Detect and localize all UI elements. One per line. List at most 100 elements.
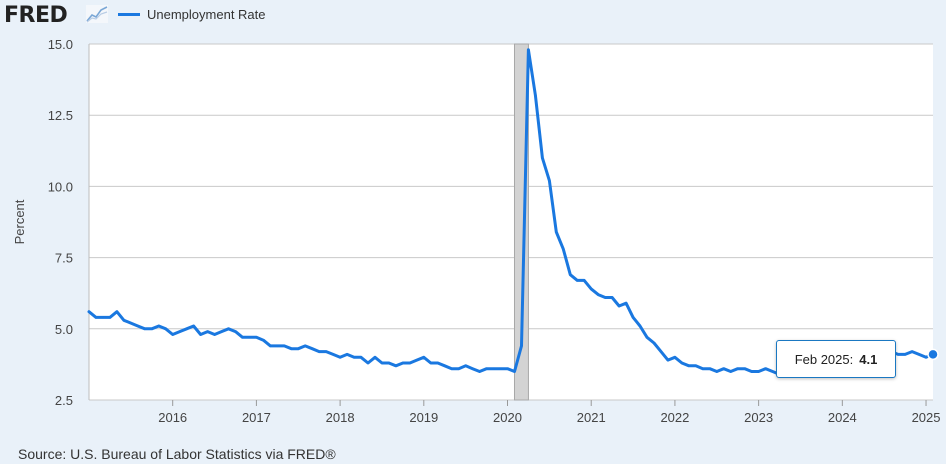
data-point: [241, 336, 244, 339]
data-point: [548, 179, 551, 182]
data-point: [659, 350, 663, 353]
data-point: [896, 353, 900, 356]
data-point: [394, 364, 398, 368]
data-point: [638, 324, 642, 328]
data-point: [666, 358, 670, 362]
data-point: [136, 324, 140, 328]
data-point: [220, 330, 223, 333]
data-point: [652, 341, 656, 345]
x-tick-label: 2022: [660, 410, 689, 425]
tooltip: Feb 2025: 4.1: [776, 340, 896, 378]
data-point: [715, 370, 718, 373]
data-point: [380, 361, 384, 365]
data-point: [722, 367, 725, 370]
data-point: [338, 356, 342, 359]
data-point: [471, 367, 474, 370]
data-point: [506, 367, 509, 370]
data-point: [415, 358, 419, 362]
data-point: [687, 364, 691, 368]
data-point: [436, 361, 439, 365]
data-point: [345, 353, 349, 356]
data-point: [701, 367, 705, 370]
data-point: [429, 361, 432, 365]
data-point: [234, 330, 237, 333]
y-axis: 2.5 5.0 7.5 10.0 12.5 15.0: [48, 37, 73, 408]
data-point: [213, 333, 216, 336]
tooltip-date: Feb 2025:: [794, 351, 854, 367]
data-point: [764, 367, 767, 370]
fred-logo[interactable]: FRED: [4, 3, 68, 28]
data-point: [422, 356, 426, 359]
data-point: [708, 367, 711, 370]
hover-marker[interactable]: [927, 348, 939, 361]
data-point: [555, 230, 558, 234]
data-point: [108, 316, 112, 319]
data-point: [464, 364, 467, 368]
data-point: [401, 361, 405, 365]
data-point: [562, 247, 565, 251]
data-point: [192, 324, 195, 328]
y-tick-label: 5.0: [55, 322, 73, 337]
data-point: [311, 347, 314, 350]
data-point: [457, 367, 460, 370]
data-point: [262, 338, 265, 342]
data-point: [366, 361, 370, 365]
data-point: [729, 370, 732, 373]
data-point: [122, 319, 126, 322]
data-point: [101, 316, 105, 319]
data-point: [143, 327, 147, 330]
data-point: [631, 316, 635, 319]
data-point: [206, 330, 209, 333]
data-point: [269, 344, 272, 348]
data-point: [513, 370, 516, 373]
y-tick-label: 12.5: [48, 108, 73, 123]
data-point: [583, 279, 586, 282]
data-point: [736, 367, 739, 370]
data-point: [917, 353, 921, 356]
data-point: [450, 367, 453, 370]
data-point: [750, 370, 753, 373]
data-point: [610, 296, 614, 299]
data-point: [290, 347, 293, 350]
data-point: [248, 336, 251, 339]
y-tick-label: 15.0: [48, 37, 73, 52]
data-point: [492, 367, 495, 370]
data-point: [283, 344, 286, 348]
y-axis-label: Percent: [12, 199, 27, 244]
data-point: [624, 301, 628, 305]
data-point: [317, 350, 321, 353]
recession-shading: [513, 43, 529, 401]
data-point: [443, 364, 446, 368]
legend-swatch: [118, 13, 140, 16]
data-point: [157, 324, 160, 328]
x-tick-label: 2017: [242, 410, 271, 425]
data-point: [596, 293, 600, 296]
x-tick-label: 2018: [326, 410, 355, 425]
x-tick-label: 2021: [577, 410, 606, 425]
data-point: [478, 370, 481, 373]
data-point: [255, 336, 258, 339]
data-point: [903, 353, 907, 356]
x-tick-label: 2019: [409, 410, 438, 425]
data-point: [910, 350, 914, 353]
y-tick-label: 10.0: [48, 179, 73, 194]
y-tick-label: 2.5: [55, 393, 73, 408]
y-tick-label: 7.5: [55, 251, 73, 266]
legend[interactable]: Unemployment Rate: [118, 7, 266, 22]
logo-graph-icon: [86, 5, 108, 23]
data-point: [924, 356, 928, 359]
data-point: [408, 361, 412, 365]
x-tick-label: 2020: [493, 410, 522, 425]
chart-header: FRED Unemployment Rate: [0, 0, 946, 32]
legend-label: Unemployment Rate: [147, 7, 266, 22]
data-point: [590, 287, 593, 291]
data-point: [178, 330, 181, 333]
x-tick-label: 2023: [744, 410, 773, 425]
data-point: [352, 356, 356, 359]
data-point: [276, 344, 279, 348]
data-point: [129, 321, 133, 325]
data-point: [387, 361, 391, 365]
data-point: [617, 304, 621, 308]
data-point: [499, 367, 502, 370]
data-point: [373, 356, 377, 359]
